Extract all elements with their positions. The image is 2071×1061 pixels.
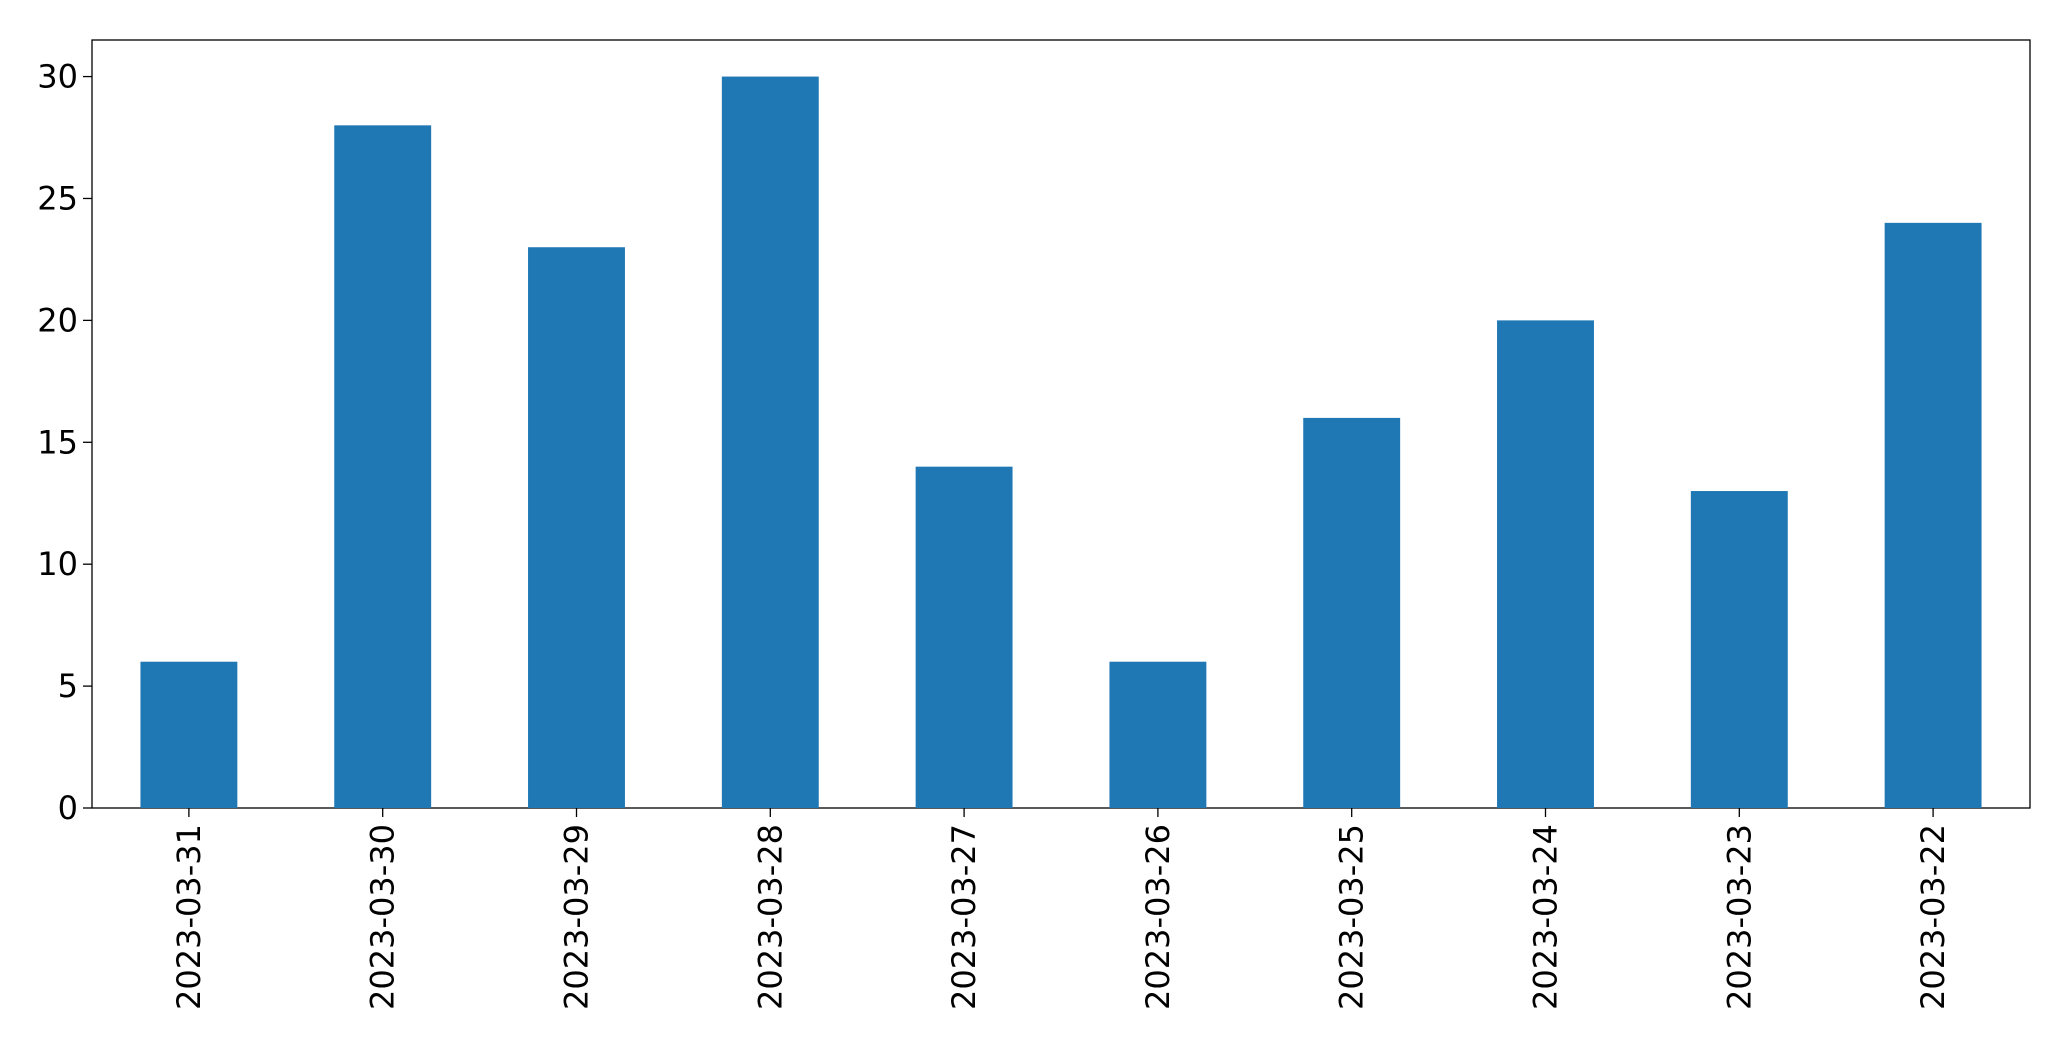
bar [721,76,819,809]
y-tick-label: 15 [37,423,78,461]
x-tick-label: 2023-03-31 [170,824,208,1010]
bar [1109,661,1207,808]
x-tick-label: 2023-03-28 [751,824,789,1010]
bar [1497,320,1594,808]
y-tick-label: 25 [37,179,78,217]
x-tick-label: 2023-03-29 [558,824,596,1010]
x-tick-label: 2023-03-27 [945,824,983,1010]
bar [1303,417,1401,808]
x-tick-label: 2023-03-30 [364,824,402,1010]
y-tick-label: 0 [58,789,78,827]
x-tick-label: 2023-03-26 [1139,824,1177,1010]
y-tick-label: 20 [37,301,78,339]
bar [1690,491,1788,808]
y-tick-label: 10 [37,545,78,583]
bar [528,247,625,808]
x-tick-label: 2023-03-22 [1914,824,1952,1010]
x-tick-label: 2023-03-25 [1333,824,1371,1010]
axes-frame [91,39,2031,809]
y-tick-label: 5 [58,667,78,705]
bar [140,661,238,808]
x-tick-label: 2023-03-23 [1720,824,1758,1010]
y-tick-label: 30 [37,58,78,96]
bar [1884,222,1982,808]
bar [915,466,1013,808]
bar [334,125,432,809]
x-tick-label: 2023-03-24 [1527,824,1565,1010]
